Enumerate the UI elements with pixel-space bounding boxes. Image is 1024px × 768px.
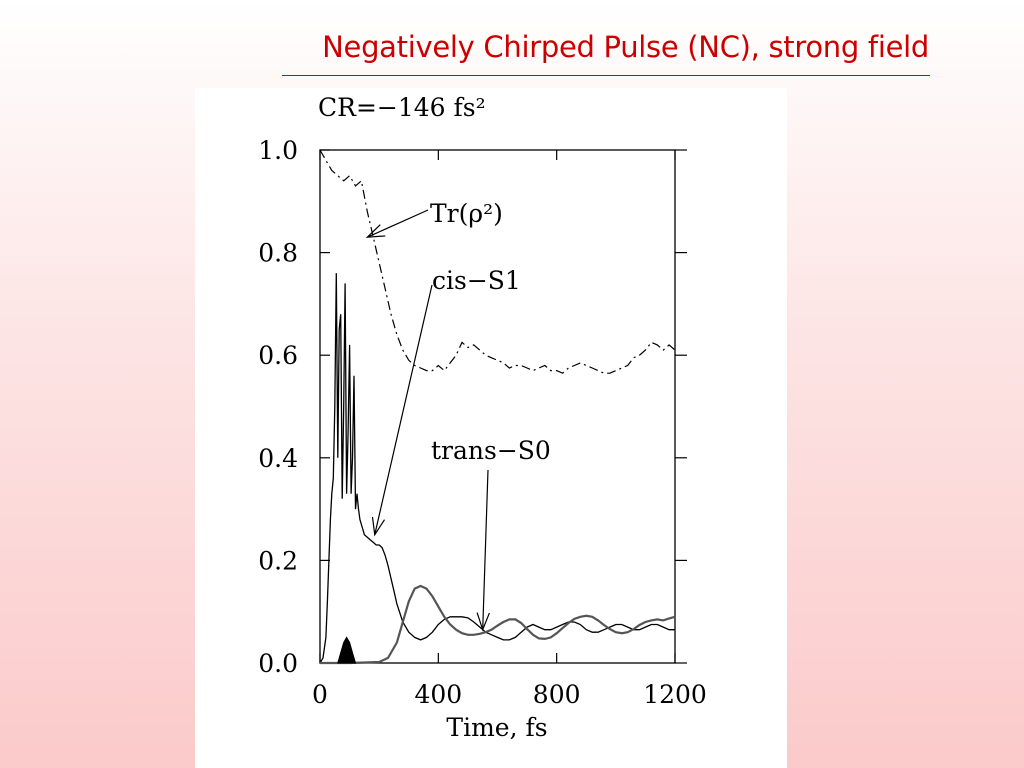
axis-ticks: 0 400 800 1200 0.0 0.2 0.4 0.6 0.8 1.0 xyxy=(258,136,707,709)
series-cis xyxy=(319,273,675,664)
annotation-arrows xyxy=(365,209,490,632)
annotation-cis: cis−S1 xyxy=(432,266,521,295)
cis-arrow xyxy=(374,284,433,535)
y-tick-label: 1.0 xyxy=(258,136,298,165)
x-tick-label: 1200 xyxy=(643,680,707,709)
y-tick-label: 0.4 xyxy=(258,444,298,473)
annotation-purity: Tr(ρ²) xyxy=(430,199,503,228)
x-axis-label: Time, fs xyxy=(446,713,547,742)
plot-frame xyxy=(319,149,676,664)
figure-panel xyxy=(195,88,787,768)
slide-title: Negatively Chirped Pulse (NC), strong fi… xyxy=(322,30,929,64)
trans-arrow-head xyxy=(476,612,490,632)
y-tick-label: 0.0 xyxy=(258,649,298,678)
y-tick-label: 0.6 xyxy=(258,341,298,370)
series-trans xyxy=(320,584,676,665)
chart-title: CR=−146 fs² xyxy=(318,93,486,122)
y-tick-label: 0.2 xyxy=(258,546,298,575)
y-tick-label: 0.8 xyxy=(258,239,298,268)
series-purity xyxy=(319,149,676,374)
x-tick-label: 400 xyxy=(414,680,462,709)
purity-arrow-head xyxy=(365,224,386,238)
title-rule xyxy=(282,75,930,76)
series-pulse xyxy=(337,636,357,664)
annotation-trans: trans−S0 xyxy=(431,436,551,465)
trans-arrow xyxy=(482,469,489,630)
x-tick-label: 0 xyxy=(312,680,328,709)
x-tick-label: 800 xyxy=(533,680,581,709)
cis-arrow-head xyxy=(371,516,386,537)
chart-title-text: CR=−146 fs² xyxy=(318,93,486,122)
series-layer xyxy=(319,149,676,665)
purity-arrow xyxy=(367,209,429,238)
